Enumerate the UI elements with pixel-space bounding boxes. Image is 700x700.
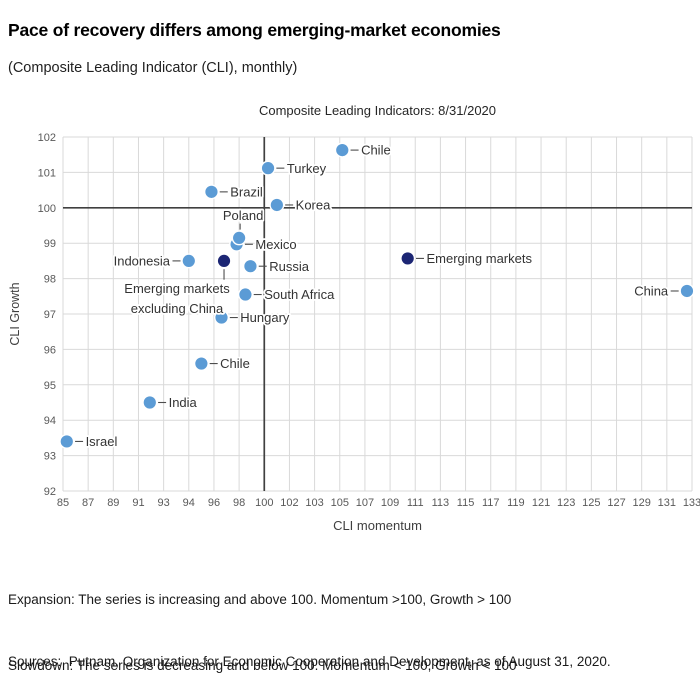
x-tick-label: 131 — [658, 497, 676, 509]
data-point — [59, 433, 75, 449]
data-point — [142, 395, 158, 411]
x-tick-label: 107 — [356, 497, 374, 509]
data-point-label: Emerging markets — [426, 251, 532, 266]
data-point-label: Korea — [296, 198, 331, 213]
page-subtitle: (Composite Leading Indicator (CLI), mont… — [8, 60, 298, 76]
x-tick-label: 117 — [482, 497, 500, 509]
footnote-slowdown: Slowdown: The series is decreasing and b… — [8, 658, 517, 673]
x-tick-label: 103 — [305, 497, 323, 509]
sources-line: Sources: Putnam, Organization for Econom… — [8, 654, 611, 669]
y-tick-label: 96 — [44, 344, 56, 356]
x-axis-title: CLI momentum — [333, 518, 422, 533]
x-tick-label: 129 — [633, 497, 651, 509]
data-point-label: Indonesia — [114, 254, 171, 269]
x-tick-label: 111 — [407, 497, 424, 509]
data-point-label: India — [169, 395, 198, 410]
x-tick-label: 127 — [607, 497, 625, 509]
x-tick-label: 121 — [532, 497, 550, 509]
data-point — [242, 258, 258, 274]
y-tick-label: 98 — [44, 274, 56, 286]
x-tick-label: 94 — [183, 497, 195, 509]
data-point-label: Turkey — [287, 161, 327, 176]
data-point — [203, 184, 219, 200]
data-point-label: Hungary — [240, 310, 290, 325]
x-tick-label: 85 — [57, 497, 69, 509]
data-point — [231, 230, 247, 246]
y-tick-label: 100 — [38, 203, 56, 215]
x-tick-label: 100 — [255, 497, 273, 509]
data-point — [260, 160, 276, 176]
data-point-label: excluding China — [131, 301, 224, 316]
footnotes: Expansion: The series is increasing and … — [8, 545, 517, 700]
x-tick-label: 93 — [158, 497, 170, 509]
data-point-label: South Africa — [264, 287, 335, 302]
footnote-expansion: Expansion: The series is increasing and … — [8, 592, 512, 607]
x-tick-label: 91 — [132, 497, 144, 509]
data-point-label: Brazil — [230, 184, 263, 199]
data-point — [679, 283, 695, 299]
data-point-label: China — [634, 284, 669, 299]
data-point-label: Chile — [361, 143, 391, 158]
data-point-label: Emerging markets — [124, 281, 230, 296]
x-tick-label: 115 — [457, 497, 475, 509]
x-tick-label: 98 — [233, 497, 245, 509]
data-point-label: Russia — [269, 259, 310, 274]
data-point-label: Israel — [86, 434, 118, 449]
data-point-label: Poland — [223, 208, 263, 223]
x-tick-label: 96 — [208, 497, 220, 509]
y-tick-label: 93 — [44, 451, 56, 463]
data-point-label: Chile — [220, 356, 250, 371]
y-tick-label: 94 — [44, 415, 56, 427]
x-tick-label: 89 — [107, 497, 119, 509]
data-point — [334, 142, 350, 158]
x-tick-label: 105 — [331, 497, 349, 509]
data-point — [237, 287, 253, 303]
x-tick-label: 87 — [82, 497, 94, 509]
x-tick-label: 109 — [381, 497, 399, 509]
y-tick-label: 102 — [38, 132, 56, 144]
chart-svg: 92 93 94 95 96 97 98 99 100 101 102 85 87 89 91 93 94 96 9… — [38, 132, 700, 509]
x-tick-label: 119 — [507, 497, 525, 509]
data-point — [193, 356, 209, 372]
x-tick-label: 133 — [683, 497, 700, 509]
x-tick-label: 102 — [280, 497, 298, 509]
data-point — [269, 197, 285, 213]
y-tick-label: 97 — [44, 309, 56, 321]
data-point — [216, 253, 232, 269]
data-point — [400, 250, 416, 266]
y-tick-label: 101 — [38, 167, 56, 179]
x-tick-label: 125 — [582, 497, 600, 509]
y-tick-label: 95 — [44, 380, 56, 392]
data-point-label: Mexico — [255, 237, 296, 252]
x-tick-label: 123 — [557, 497, 575, 509]
data-point — [214, 310, 230, 326]
data-point — [181, 253, 197, 269]
y-tick-label: 92 — [44, 486, 56, 498]
x-tick-label: 113 — [432, 497, 450, 509]
y-tick-label: 99 — [44, 238, 56, 250]
chart-title: Composite Leading Indicators: 8/31/2020 — [258, 103, 497, 118]
page-title: Pace of recovery differs among emerging-… — [8, 20, 501, 40]
